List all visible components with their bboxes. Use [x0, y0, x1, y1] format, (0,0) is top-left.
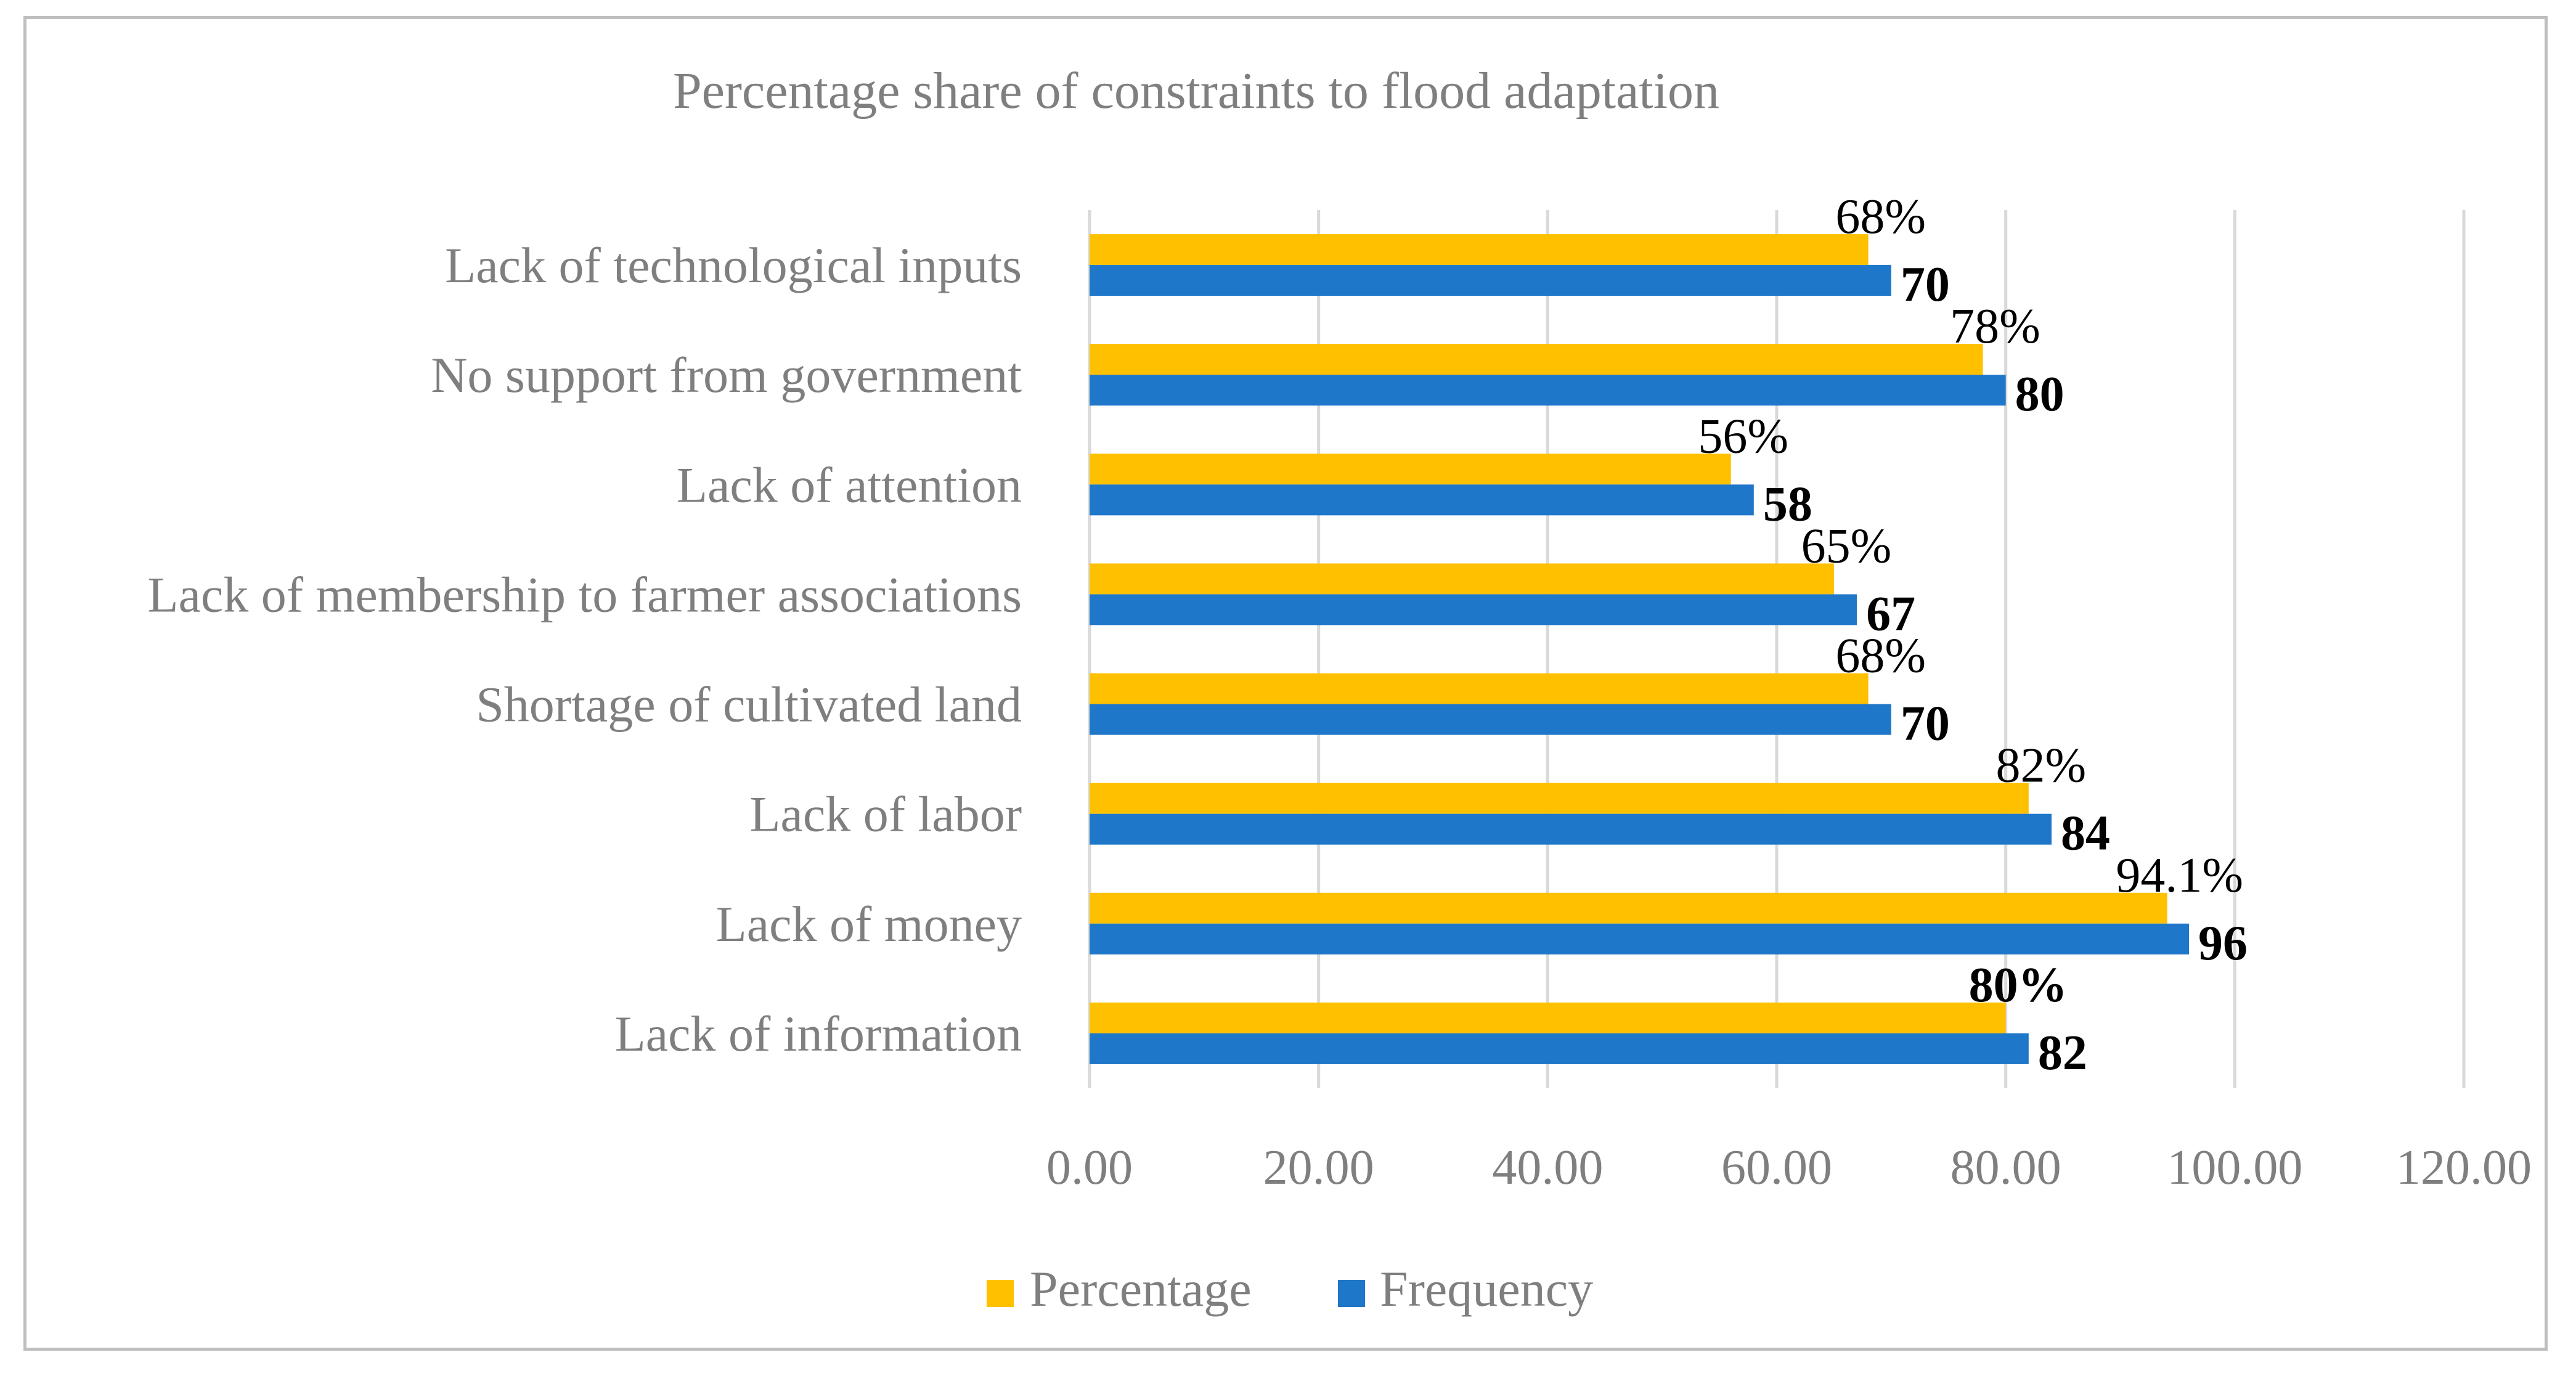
bars: [1090, 234, 2189, 1064]
bar-frequency: [1090, 375, 2006, 406]
bar-frequency: [1090, 594, 1857, 625]
data-label-frequency: 67: [1866, 587, 1915, 641]
category-labels: Lack of technological inputs No support f…: [147, 237, 1022, 1062]
x-tick-label: 40.00: [1492, 1141, 1603, 1195]
bar-frequency: [1090, 265, 1891, 296]
legend-label-frequency: Frequency: [1380, 1261, 1593, 1317]
data-label-percentage: 65%: [1801, 519, 1892, 573]
data-label-frequency: 58: [1763, 477, 1812, 531]
category-label: No support from government: [431, 347, 1022, 403]
category-label: Lack of membership to farmer association…: [147, 566, 1022, 622]
category-label: Lack of labor: [749, 786, 1022, 842]
gridlines: [1088, 210, 2466, 1088]
chart-title: Percentage share of constraints to flood…: [673, 62, 1719, 120]
data-label-frequency: 82: [2038, 1026, 2087, 1080]
bar-percentage: [1090, 234, 1869, 266]
bar-percentage: [1090, 673, 1869, 704]
x-tick-label: 120.00: [2396, 1141, 2532, 1195]
data-label-percentage: 78%: [1950, 299, 2040, 354]
data-label-percentage: 80%: [1969, 958, 2068, 1012]
category-label: Lack of attention: [677, 457, 1022, 513]
data-label-frequency: 80: [2015, 367, 2064, 421]
chart-canvas: Percentage share of constraints to flood…: [147, 62, 2532, 1317]
data-label-frequency: 84: [2061, 807, 2110, 861]
category-label: Shortage of cultivated land: [476, 677, 1022, 733]
x-tick-label: 20.00: [1263, 1141, 1374, 1195]
bar-frequency: [1090, 704, 1891, 735]
legend: Percentage Frequency: [987, 1261, 1593, 1317]
data-label-percentage: 94.1%: [2116, 849, 2243, 903]
data-label-frequency: 70: [1901, 697, 1950, 751]
legend-label-percentage: Percentage: [1030, 1261, 1252, 1317]
x-tick-label: 0.00: [1046, 1141, 1133, 1195]
bar-frequency: [1090, 813, 2052, 845]
category-label: Lack of information: [615, 1006, 1022, 1062]
chart-frame: Percentage share of constraints to flood…: [23, 16, 2548, 1351]
x-tick-label: 100.00: [2167, 1141, 2302, 1195]
data-label-frequency: 96: [2198, 916, 2248, 971]
x-tick-label: 80.00: [1950, 1141, 2061, 1195]
bar-frequency: [1090, 923, 2189, 955]
bar-percentage: [1090, 892, 2167, 924]
data-label-percentage: 56%: [1698, 409, 1788, 463]
bar-frequency: [1090, 1033, 2029, 1064]
bar-percentage: [1090, 783, 2029, 814]
legend-swatch-frequency: [1338, 1280, 1365, 1307]
data-label-percentage: 68%: [1835, 629, 1926, 683]
data-label-frequency: 70: [1901, 258, 1950, 312]
bar-percentage: [1090, 454, 1731, 485]
bar-percentage: [1090, 1002, 2006, 1033]
bar-percentage: [1090, 563, 1834, 595]
bar-percentage: [1090, 344, 1983, 375]
data-labels: 68%7078%8056%5865%6768%7082%8494.1%9680%…: [1698, 190, 2248, 1080]
bar-frequency: [1090, 484, 1754, 516]
legend-swatch-percentage: [987, 1280, 1014, 1307]
category-label: Lack of money: [716, 896, 1022, 952]
category-label: Lack of technological inputs: [445, 237, 1022, 293]
data-label-percentage: 82%: [1996, 739, 2087, 793]
x-tick-label: 60.00: [1721, 1141, 1832, 1195]
x-axis-ticks: 0.00 20.00 40.00 60.00 80.00 100.00 120.00: [1046, 1141, 2532, 1195]
data-label-percentage: 68%: [1835, 190, 1926, 244]
